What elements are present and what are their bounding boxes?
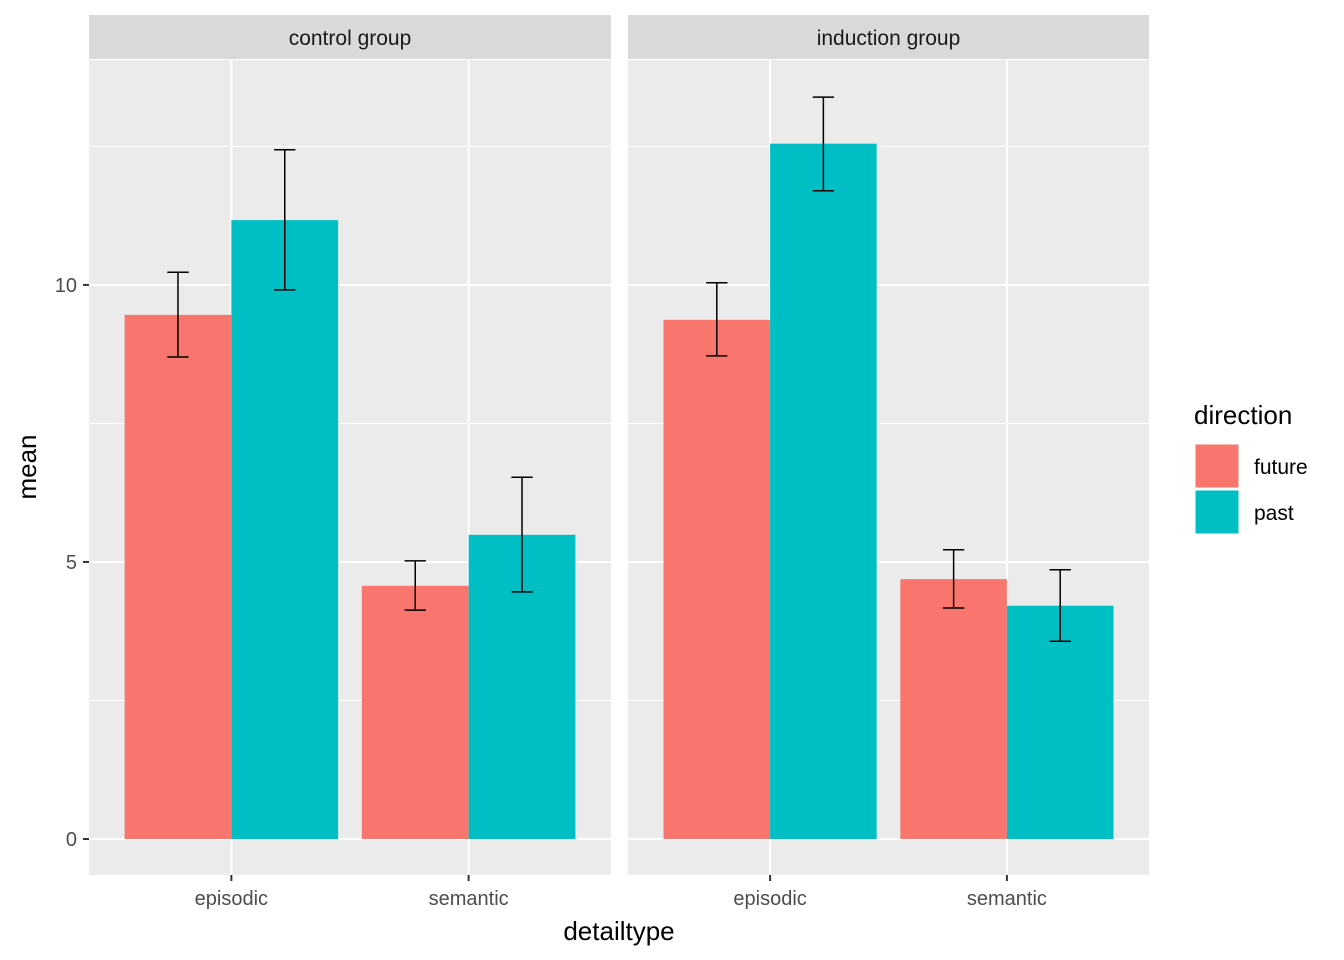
x-axis-title: detailtype xyxy=(563,916,674,946)
error-bar xyxy=(812,96,835,192)
facet-strip xyxy=(89,15,611,59)
error-bar xyxy=(274,149,296,291)
legend-label-past: past xyxy=(1254,502,1294,525)
error-bar xyxy=(1049,568,1071,642)
error-bar xyxy=(404,560,426,611)
y-tick-label: 5 xyxy=(66,552,77,574)
facet-panel: control group episodic semantic xyxy=(89,15,611,910)
x-tick-label: semantic xyxy=(429,888,509,910)
legend: direction future past xyxy=(1194,400,1308,535)
error-bar xyxy=(511,476,533,593)
bar-future-semantic xyxy=(361,585,469,839)
error-bar xyxy=(706,281,728,357)
legend-title: direction xyxy=(1194,400,1292,430)
y-axis-title: mean xyxy=(12,434,42,499)
legend-key-future xyxy=(1194,443,1240,489)
bar-past-episodic xyxy=(231,220,339,839)
facet-label: control group xyxy=(289,27,412,50)
x-tick-label: semantic xyxy=(967,888,1047,910)
bar-past-episodic xyxy=(770,143,877,839)
bar-past-semantic xyxy=(1006,605,1114,839)
error-bar xyxy=(167,271,189,358)
bar-future-episodic xyxy=(663,319,771,839)
x-tick-label: episodic xyxy=(733,888,806,910)
y-tick-label: 10 xyxy=(55,275,77,297)
facet-panel: induction group episodic semantic xyxy=(628,15,1149,910)
facet-strip xyxy=(628,15,1149,59)
bar-future-episodic xyxy=(124,314,232,839)
legend-key-past xyxy=(1194,489,1240,535)
y-tick-label: 0 xyxy=(66,829,77,851)
bar-future-semantic xyxy=(900,579,1007,839)
facet-label: induction group xyxy=(817,27,961,50)
error-bar xyxy=(942,549,965,609)
legend-label-future: future xyxy=(1254,456,1308,479)
x-tick-label: episodic xyxy=(195,888,268,910)
